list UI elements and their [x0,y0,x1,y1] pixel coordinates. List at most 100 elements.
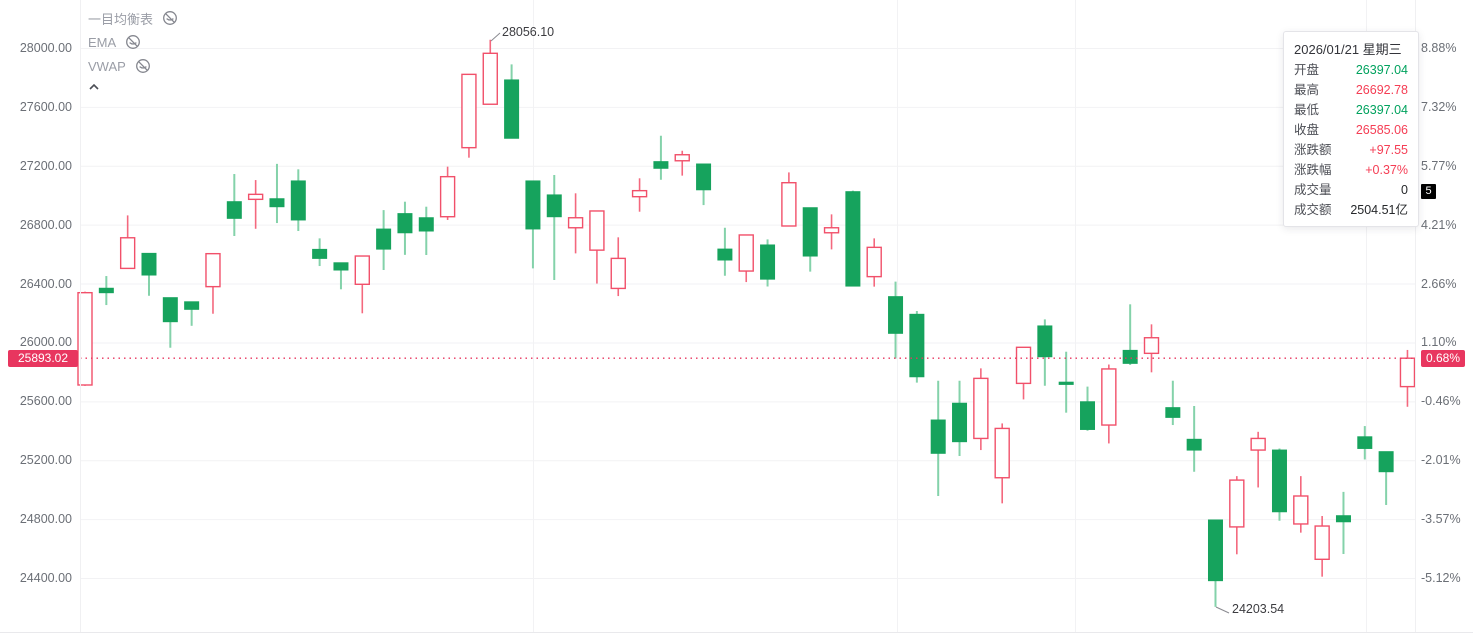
candle[interactable] [290,169,306,231]
candle[interactable] [823,214,840,250]
candle-body [376,228,392,250]
candle[interactable] [1186,406,1202,472]
candle[interactable] [930,380,946,496]
candle[interactable] [674,150,690,176]
candle[interactable] [802,207,818,272]
legend-item[interactable]: EMA [88,30,178,54]
candle[interactable] [162,297,178,348]
percent-axis[interactable]: 8.88% 7.32% 5.77% 4.21% 2.66% 1.10% -0.46% -2.0… [1421,0,1473,643]
candle[interactable] [781,172,797,227]
candle[interactable] [504,64,520,139]
tooltip-row: 涨跌幅 +0.37% [1294,160,1408,180]
extreme-price-annotation: 28056.10 [502,25,554,39]
candle[interactable] [1207,519,1223,607]
current-price-badge: 25893.02 [8,349,78,367]
left-axis-label: 26800.00 [19,217,72,232]
candle[interactable] [909,310,925,383]
candle-body [333,262,349,271]
candle[interactable] [1122,304,1138,365]
candle[interactable] [653,135,669,180]
candle-body [1314,525,1330,561]
candle-body [952,402,968,443]
candle[interactable] [866,238,882,287]
candle-body [162,297,178,323]
candle[interactable] [205,252,221,314]
left-axis-label: 24800.00 [19,512,72,527]
candle[interactable] [439,166,456,220]
candle[interactable] [376,210,392,271]
legend-collapse-button[interactable] [88,78,100,96]
candle-body [781,182,797,227]
eye-off-icon[interactable] [135,58,151,74]
candle[interactable] [696,163,712,206]
candle[interactable] [1037,319,1053,386]
right-axis-label: -0.46% [1421,394,1461,409]
right-axis-separator [1415,0,1416,632]
candle[interactable] [994,423,1010,504]
right-axis-label: 4.21% [1421,217,1457,232]
candle[interactable] [1335,491,1351,555]
candle-body [1250,437,1266,451]
tooltip-row-label: 涨跌额 [1294,143,1332,157]
eye-off-icon[interactable] [125,34,141,50]
candle[interactable] [397,201,413,255]
candle[interactable] [845,190,861,287]
price-axis[interactable]: 28000.00 27600.00 27200.00 26800.00 26400.00… [0,0,72,643]
candle[interactable] [482,39,498,105]
legend-item[interactable]: VWAP [88,54,178,78]
tooltip-row-value: 2504.51亿 [1350,203,1408,217]
extreme-price-annotation: 24203.54 [1232,602,1284,616]
candle-body [290,180,306,221]
candle[interactable] [1314,516,1330,577]
candle[interactable] [77,291,93,386]
crosshair-axis-badge: 5 [1421,184,1436,199]
candle[interactable] [1015,346,1032,400]
eye-off-icon[interactable] [162,10,178,26]
candle[interactable] [1293,476,1309,533]
candle-body [354,255,370,285]
candle[interactable] [418,206,434,255]
candle[interactable] [1378,451,1394,505]
candle[interactable] [888,281,904,359]
candle[interactable] [567,193,584,254]
candle[interactable] [141,252,157,296]
candle[interactable] [610,237,626,297]
candle[interactable] [952,380,968,456]
legend-item[interactable]: 一目均衡表 [88,6,178,30]
candle[interactable] [1399,349,1416,407]
candle[interactable] [717,227,733,276]
candle[interactable] [1143,324,1160,373]
candle[interactable] [631,178,648,212]
tooltip-date: 2026/01/21 星期三 [1294,42,1402,57]
candle[interactable] [1080,386,1096,431]
candle[interactable] [973,368,989,451]
candle[interactable] [1165,380,1181,426]
candle[interactable] [354,255,370,314]
candle[interactable] [546,175,562,281]
candle[interactable] [1271,448,1287,521]
candle[interactable] [1250,431,1266,488]
candle[interactable] [312,238,328,267]
candle[interactable] [226,174,242,237]
candle[interactable] [589,210,605,284]
candle[interactable] [760,239,776,287]
right-axis-label: -5.12% [1421,571,1461,585]
candle[interactable] [184,301,200,326]
candle-body [397,213,413,234]
candle[interactable] [247,180,264,229]
candle[interactable] [98,276,114,306]
candle[interactable] [1357,426,1373,460]
candle[interactable] [269,163,285,224]
candle[interactable] [461,73,477,158]
candle[interactable] [738,234,754,283]
candle[interactable] [1058,351,1074,413]
candle[interactable] [333,262,349,290]
candle-body [77,291,93,386]
candle[interactable] [1229,476,1245,555]
left-axis-label: 24400.00 [19,571,72,585]
candle[interactable] [1101,364,1117,444]
candle[interactable] [525,180,541,269]
candle[interactable] [119,215,136,270]
